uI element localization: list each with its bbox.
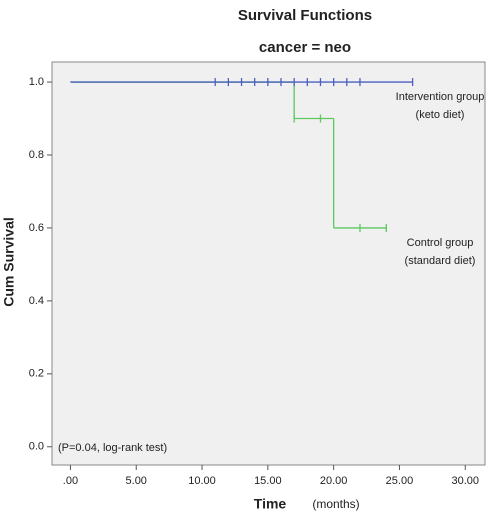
y-tick-label: 0.0 xyxy=(29,441,44,453)
annotation: (P=0.04, log-rank test) xyxy=(58,442,167,454)
x-axis-label: Time xyxy=(254,496,287,512)
x-tick-label: 15.00 xyxy=(254,475,282,487)
x-axis-unit: (months) xyxy=(312,497,359,511)
series-note: (keto diet) xyxy=(416,109,465,121)
series-note: (standard diet) xyxy=(405,255,476,267)
y-tick-label: 0.6 xyxy=(29,222,44,234)
y-axis-label: Cum Survival xyxy=(1,217,17,306)
x-tick-label: 25.00 xyxy=(386,475,414,487)
plot-area xyxy=(51,61,486,466)
series-label: Intervention group xyxy=(396,91,485,103)
y-tick-label: 0.2 xyxy=(29,368,44,380)
y-tick-label: 1.0 xyxy=(29,76,44,88)
y-tick-label: 0.8 xyxy=(29,149,44,161)
y-tick-label: 0.4 xyxy=(29,295,44,307)
x-tick-label: 20.00 xyxy=(320,475,348,487)
x-tick-label: .00 xyxy=(63,475,78,487)
series-label: Control group xyxy=(407,237,474,249)
x-tick-label: 10.00 xyxy=(188,475,216,487)
x-tick-label: 30.00 xyxy=(451,475,479,487)
chart-subtitle: cancer = neo xyxy=(259,39,351,56)
x-tick-label: 5.00 xyxy=(126,475,147,487)
chart-title: Survival Functions xyxy=(238,7,372,24)
